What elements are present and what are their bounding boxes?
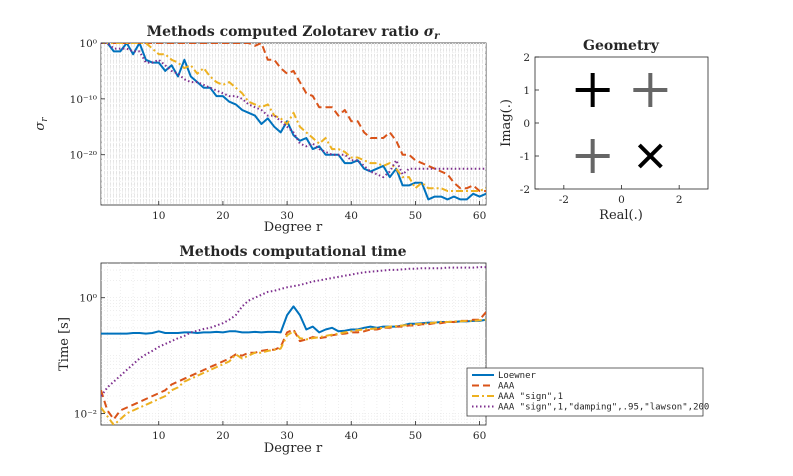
time-ytick-label: 10⁻² [74,408,97,420]
time-grid [101,263,486,425]
time-xlabel: Degree r [264,441,323,456]
time-xtick-label: 30 [280,430,293,442]
legend-entry-0: Loewner [498,371,537,381]
zolotarev-ylabel: σr [33,117,50,131]
zolotarev-series-0 [101,43,486,201]
zolotarev-grid [101,42,486,205]
geometry-points [575,73,668,173]
time-series-0 [101,305,486,335]
time-xtick-label: 20 [216,430,229,442]
time-xtick-label: 50 [409,430,422,442]
time-series-3 [101,266,486,397]
geometry-ytick-label: 1 [523,85,530,97]
geometry-xlabel: Real(.) [599,208,643,223]
time-xtick-label: 60 [473,430,486,442]
time-series-group [101,266,486,425]
legend-entry-1: AAA [498,382,515,392]
time-ytick-label: 10⁰ [79,293,97,305]
time-xtick-label: 10 [152,430,165,442]
zolotarev-xtick-label: 50 [409,210,422,222]
time-xtick-label: 40 [345,430,358,442]
geometry-marker-x-b [637,143,663,169]
zolotarev-chart: 10 20 30 40 50 60 10⁰ 10⁻¹⁰ 10⁻²⁰ Methods comput… [33,24,487,235]
zolotarev-xtick-label: 20 [216,210,229,222]
geometry-point-0 [575,73,610,107]
zolotarev-series-3 [101,43,486,179]
time-axes-box [100,262,487,426]
geometry-ytick-label: 2 [523,52,530,64]
zolotarev-series-group [101,43,486,201]
geometry-ytick-label: -2 [520,184,530,196]
geometry-point-2 [575,139,610,173]
geometry-point-1 [633,73,668,107]
geometry-ticks: -2 0 2 2 1 0 -1 -2 [520,52,683,206]
geometry-point-3 [637,143,663,169]
time-ylabel: Time [s] [57,317,72,371]
zolotarev-ytick-label: 10⁰ [79,38,97,50]
geometry-chart: -2 0 2 2 1 0 -1 -2 Geometry Real(.) Imag(.) [499,38,709,223]
zolotarev-xtick-label: 30 [280,210,293,222]
time-title: Methods computational time [179,244,406,260]
zolotarev-xtick-label: 40 [345,210,358,222]
legend-entry-2: AAA "sign",1 [498,392,563,402]
geometry-ytick-label: -1 [520,151,530,163]
legend-entry-3: AAA "sign",1,"damping",.95,"lawson",200 [498,403,709,413]
geometry-ytick-label: 0 [523,118,530,130]
zolotarev-ytick-label: 10⁻¹⁰ [70,94,97,106]
geometry-xtick-label: 0 [618,194,625,206]
zolotarev-title: Methods computed Zolotarev ratio σr [147,24,440,42]
time-ticks: 10 20 30 40 50 60 10⁰ 10⁻² [74,293,486,442]
geometry-title: Geometry [583,38,660,54]
zolotarev-xtick-label: 10 [152,210,165,222]
zolotarev-ticks: 10 20 30 40 50 60 10⁰ 10⁻¹⁰ 10⁻²⁰ [70,38,487,222]
geometry-ylabel: Imag(.) [499,99,514,147]
geometry-xtick-label: 2 [676,194,683,206]
zolotarev-series-2 [101,43,486,192]
time-chart: 10 20 30 40 50 60 10⁰ 10⁻² Methods computationa… [57,244,487,456]
zolotarev-ytick-label: 10⁻²⁰ [70,150,97,162]
zolotarev-series-1 [101,43,486,192]
zolotarev-xlabel: Degree r [264,220,323,235]
zolotarev-xtick-label: 60 [473,210,486,222]
geometry-xtick-label: -2 [559,194,569,206]
geometry-axes-box [534,56,709,190]
time-series-2 [101,318,486,425]
legend-box [466,367,704,417]
